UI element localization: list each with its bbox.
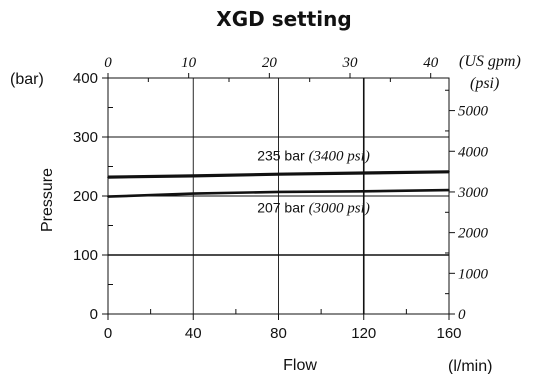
secondary-x-unit-label: (US gpm)	[459, 53, 521, 70]
x-tick-label-0: 0	[104, 325, 112, 342]
x-tick-label-2: 80	[270, 325, 287, 342]
y-unit-label: (bar)	[10, 71, 44, 88]
x-tick-label-4: 160	[436, 325, 461, 342]
secondary-y-unit-label: (psi)	[470, 75, 499, 92]
secondary-x-tick-label-3: 30	[342, 55, 359, 71]
series-0-point-4	[448, 171, 450, 173]
series-0-point-2	[277, 173, 280, 175]
annotation-1-bar: 207 bar	[257, 200, 308, 216]
secondary-x-tick-labels: 0 10 20 30 40	[104, 55, 438, 71]
annotation-1: 207 bar (3000 psi)	[257, 200, 370, 217]
y-tick-label-0: 0	[90, 306, 98, 323]
secondary-y-tick-label-4: 4000	[458, 144, 489, 160]
secondary-x-tick-label-4: 40	[423, 55, 439, 71]
annotation-0: 235 bar (3400 psi)	[257, 148, 370, 165]
secondary-x-tick-label-0: 0	[104, 55, 112, 71]
series-1-point-0	[107, 195, 109, 198]
series-0-point-3	[362, 172, 365, 174]
y-axis-label: Pressure	[39, 168, 56, 232]
secondary-y-tick-label-2: 2000	[458, 226, 489, 242]
secondary-y-tick-label-3: 3000	[457, 185, 489, 201]
secondary-y-tick-label-0: 0	[458, 307, 466, 323]
series-0-point-0	[107, 176, 109, 178]
annotation-0-bar: 235 bar	[257, 148, 308, 164]
x-tick-label-1: 40	[185, 325, 202, 342]
secondary-y-tick-labels: 0 1000 2000 3000 4000 5000	[457, 104, 489, 323]
y-tick-labels: 0 100 200 300 400	[73, 70, 98, 323]
series-1-point-1	[192, 192, 195, 195]
secondary-x-tick-label-1: 10	[181, 55, 197, 71]
series-1-point-3	[362, 190, 365, 193]
y-tick-label-3: 300	[73, 129, 98, 146]
chart-title: XGD setting	[216, 7, 351, 31]
y-tick-label-4: 400	[73, 70, 98, 87]
series-0-point-1	[192, 175, 195, 177]
secondary-y-tick-label-5: 5000	[458, 104, 489, 120]
series-1-point-4	[448, 189, 450, 191]
annotation-1-psi: (3000 psi)	[309, 201, 370, 217]
x-tick-label-3: 120	[351, 325, 376, 342]
y-tick-label-1: 100	[73, 247, 98, 264]
x-unit-label: (l/min)	[448, 358, 492, 374]
annotation-0-psi: (3400 psi)	[309, 149, 370, 165]
series-group	[107, 170, 450, 198]
x-axis-label: Flow	[283, 357, 317, 374]
secondary-y-tick-label-1: 1000	[458, 266, 489, 282]
x-tick-labels: 0 40 80 120 160	[104, 325, 462, 342]
annotations: 235 bar (3400 psi) 207 bar (3000 psi)	[257, 148, 370, 217]
series-1-point-2	[277, 191, 280, 193]
secondary-x-tick-label-2: 20	[262, 55, 278, 71]
y-tick-label-2: 200	[73, 188, 98, 205]
